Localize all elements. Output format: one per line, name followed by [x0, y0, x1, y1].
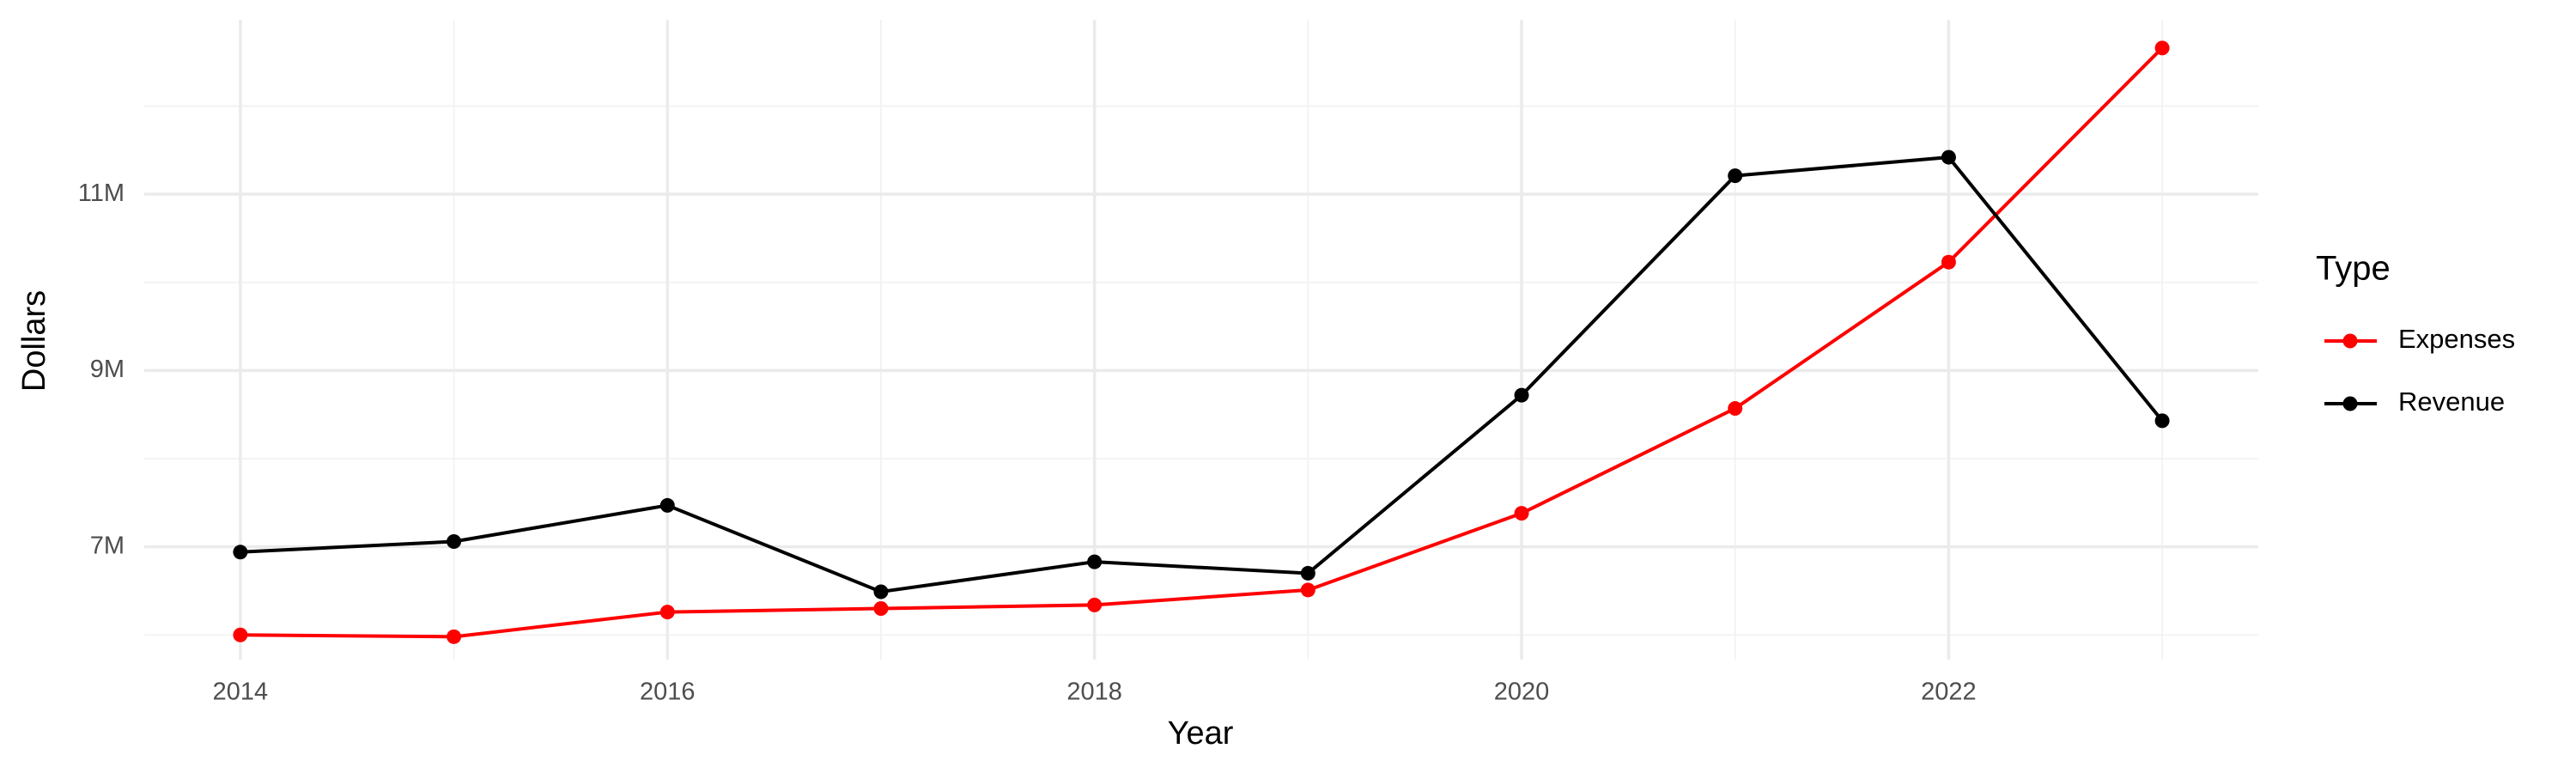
- legend-label: Revenue: [2398, 386, 2505, 417]
- data-point: [1941, 254, 1956, 270]
- data-point: [1087, 597, 1103, 612]
- legend-title: Type: [2316, 250, 2391, 288]
- data-point: [1300, 582, 1315, 598]
- data-point: [2154, 40, 2170, 56]
- x-tick-label: 2014: [213, 679, 269, 706]
- series-line: [240, 46, 2164, 639]
- data-point: [2154, 413, 2170, 429]
- data-point: [1728, 168, 1743, 184]
- x-tick-label: 2018: [1066, 679, 1122, 706]
- data-point: [1087, 554, 1103, 569]
- legend-label: Expenses: [2398, 324, 2515, 354]
- data-point: [1300, 565, 1315, 581]
- data-point: [447, 629, 462, 644]
- series-line: [240, 155, 2164, 594]
- data-point: [1941, 149, 1956, 165]
- data-point: [873, 600, 889, 616]
- data-point: [233, 545, 248, 560]
- data-point: [447, 533, 462, 549]
- data-point: [1728, 401, 1743, 417]
- data-point: [1514, 387, 1529, 403]
- y-axis-title: Dollars: [16, 290, 52, 392]
- x-tick-label: 2022: [1921, 679, 1977, 706]
- data-point: [1514, 506, 1529, 521]
- y-tick-label: 11M: [78, 180, 125, 207]
- data-point: [659, 605, 675, 620]
- x-tick-label: 2020: [1494, 679, 1550, 706]
- data-point: [233, 627, 248, 642]
- legend-key-point: [2342, 396, 2358, 411]
- data-point: [659, 497, 675, 513]
- x-tick-label: 2016: [640, 679, 696, 706]
- legend-key-point: [2342, 333, 2358, 349]
- y-tick-label: 7M: [90, 532, 125, 559]
- data-point: [873, 584, 889, 600]
- x-axis-title: Year: [1168, 715, 1234, 752]
- y-tick-label: 9M: [90, 356, 125, 383]
